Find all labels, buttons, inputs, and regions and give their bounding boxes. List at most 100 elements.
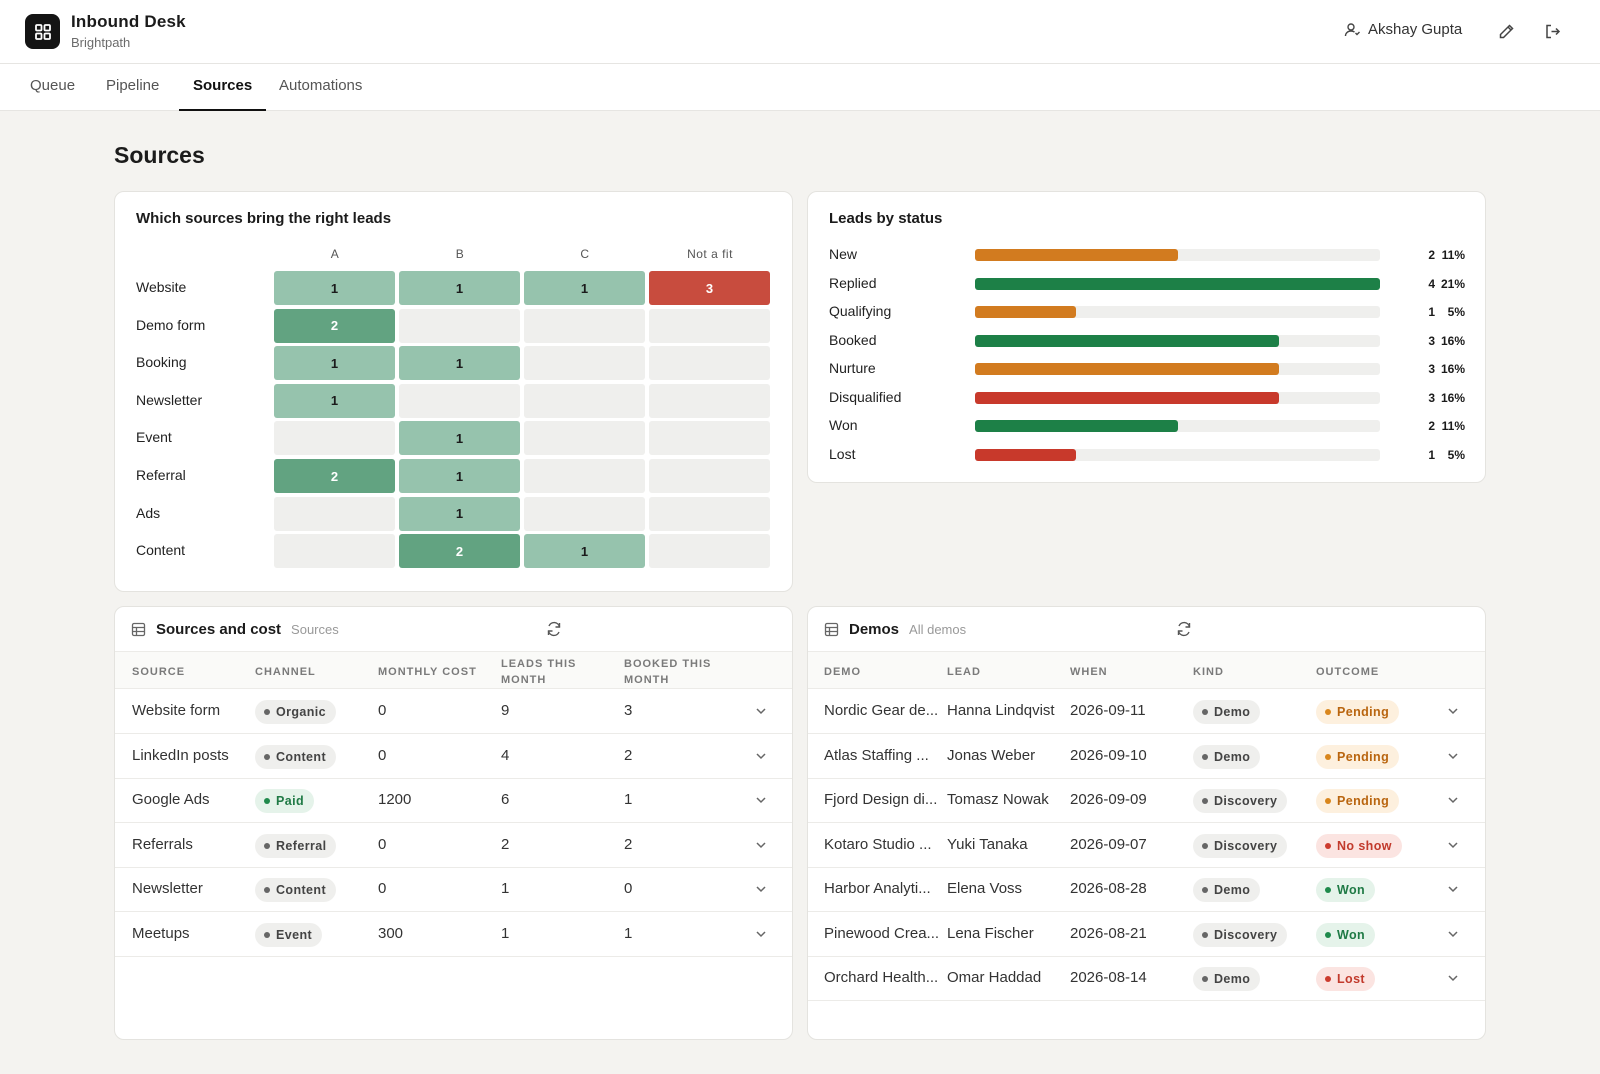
heatmap-cell[interactable]: 1 — [399, 346, 520, 381]
table-row[interactable]: Newsletter Content 0 1 0 — [115, 867, 792, 912]
chevron-down-icon[interactable] — [753, 748, 769, 764]
user-menu[interactable]: Akshay Gupta — [1344, 21, 1462, 38]
status-count: 3 — [1428, 390, 1435, 405]
channel-label: Content — [276, 749, 327, 764]
heatmap-cell[interactable]: 1 — [399, 459, 520, 493]
heatmap-cell[interactable]: 1 — [399, 421, 520, 456]
heatmap-cell[interactable] — [524, 421, 645, 456]
heatmap-cell[interactable]: 3 — [649, 271, 770, 305]
heatmap-cell[interactable] — [399, 308, 520, 343]
tab-sources[interactable]: Sources — [179, 64, 267, 111]
col-lead[interactable]: LEAD — [947, 666, 981, 678]
chevron-down-icon[interactable] — [1445, 703, 1461, 719]
top-bar: Inbound Desk Brightpath Akshay Gupta — [0, 0, 1600, 64]
table-row[interactable]: Kotaro Studio ... Yuki Tanaka 2026-09-07 Di… — [808, 823, 1485, 868]
chevron-down-icon[interactable] — [753, 792, 769, 808]
heatmap-cell[interactable] — [274, 534, 395, 569]
table-row[interactable]: Atlas Staffing ... Jonas Weber 2026-09-10 D… — [808, 734, 1485, 779]
outcome-label: Pending — [1337, 749, 1390, 764]
heatmap-cell[interactable] — [274, 421, 395, 456]
heatmap-cell[interactable] — [649, 459, 770, 493]
edit-icon[interactable] — [1495, 20, 1517, 42]
heatmap-cell[interactable]: 1 — [399, 271, 520, 305]
heatmap-cell[interactable]: 1 — [399, 496, 520, 531]
channel-label: Organic — [276, 705, 327, 719]
col-monthly-cost[interactable]: MONTHLY COST — [378, 666, 477, 678]
heatmap-cell[interactable] — [524, 308, 645, 343]
heatmap-cell[interactable]: 1 — [524, 534, 645, 569]
kind-badge: Demo — [1193, 967, 1261, 991]
chevron-down-icon[interactable] — [1445, 837, 1461, 853]
kind-badge: Discovery — [1193, 833, 1288, 858]
heatmap-cell[interactable]: 1 — [274, 271, 395, 305]
heatmap-cell[interactable] — [649, 496, 770, 531]
tab-queue[interactable]: Queue — [30, 77, 76, 94]
status-bar-track — [975, 420, 1380, 432]
refresh-icon[interactable] — [546, 621, 562, 642]
leads-count: 4 — [501, 746, 510, 764]
logout-icon[interactable] — [1541, 20, 1563, 42]
heatmap-cell[interactable]: 1 — [524, 271, 645, 305]
table-row[interactable]: Referrals Referral 0 2 2 — [115, 823, 792, 868]
chevron-down-icon[interactable] — [1445, 881, 1461, 897]
demos-card-header: Demos All demos — [824, 621, 966, 638]
kind-label: Demo — [1214, 972, 1251, 986]
tab-pipeline[interactable]: Pipeline — [106, 77, 160, 94]
table-row[interactable]: Harbor Analyti... Elena Voss 2026-08-28 Dem… — [808, 867, 1485, 912]
heatmap-cell[interactable]: 2 — [399, 534, 520, 569]
heatmap-cell[interactable] — [274, 496, 395, 531]
status-dot — [1325, 842, 1331, 849]
outcome-badge: Pending — [1316, 744, 1400, 769]
col-booked-this-month[interactable]: BOOKED THIS MONTH — [624, 658, 712, 686]
table-row[interactable]: Fjord Design di... Tomasz Nowak 2026-09-09… — [808, 778, 1485, 823]
heatmap-cell[interactable]: 1 — [274, 383, 395, 418]
leads-count: 1 — [501, 924, 510, 942]
chevron-down-icon[interactable] — [1445, 748, 1461, 764]
table-row[interactable]: Pinewood Crea... Lena Fischer 2026-08-21 Di… — [808, 912, 1485, 957]
table-row[interactable]: Meetups Event 300 1 1 — [115, 912, 792, 957]
status-dot — [1325, 887, 1331, 893]
col-demo[interactable]: DEMO — [824, 666, 861, 678]
chevron-down-icon[interactable] — [753, 881, 769, 897]
col-source[interactable]: SOURCE — [132, 666, 186, 678]
heatmap-cell[interactable] — [649, 383, 770, 418]
table-row[interactable]: Google Ads Paid 1200 6 1 — [115, 778, 792, 823]
leads-count: 9 — [501, 702, 510, 719]
col-channel[interactable]: CHANNEL — [255, 666, 316, 678]
heatmap-cell[interactable] — [524, 383, 645, 418]
chevron-down-icon[interactable] — [1445, 970, 1461, 986]
outcome-label: Lost — [1337, 972, 1365, 986]
table-row[interactable]: Nordic Gear de... Hanna Lindqvist 2026-09-… — [808, 689, 1485, 734]
table-row[interactable]: LinkedIn posts Content 0 4 2 — [115, 734, 792, 779]
kind-label: Discovery — [1214, 927, 1278, 942]
heatmap-cell[interactable] — [649, 308, 770, 343]
col-when[interactable]: WHEN — [1070, 666, 1108, 678]
table-row[interactable]: Website form Organic 0 9 3 — [115, 689, 792, 734]
heatmap-cell[interactable] — [649, 421, 770, 456]
status-count: 2 — [1428, 248, 1435, 262]
col-kind[interactable]: KIND — [1193, 666, 1224, 678]
col-outcome[interactable]: OUTCOME — [1316, 666, 1380, 678]
chevron-down-icon[interactable] — [1445, 926, 1461, 942]
status-label: Won — [829, 417, 858, 433]
heatmap-cell[interactable]: 1 — [274, 346, 395, 381]
table-row[interactable]: Orchard Health... Omar Haddad 2026-08-14 De… — [808, 956, 1485, 1001]
col-leads-this-month[interactable]: LEADS THIS MONTH — [501, 658, 577, 686]
app-logo[interactable] — [25, 14, 60, 49]
status-dot — [1202, 887, 1208, 893]
heatmap-cell[interactable] — [524, 346, 645, 381]
heatmap-cell[interactable] — [399, 383, 520, 418]
refresh-icon[interactable] — [1176, 621, 1192, 642]
chevron-down-icon[interactable] — [753, 703, 769, 719]
heatmap-cell[interactable] — [649, 534, 770, 569]
heatmap-cell[interactable] — [649, 346, 770, 381]
heatmap-cell[interactable] — [524, 459, 645, 493]
chevron-down-icon[interactable] — [753, 837, 769, 853]
chevron-down-icon[interactable] — [1445, 792, 1461, 808]
heatmap-cell[interactable]: 2 — [274, 459, 395, 493]
heatmap-cell[interactable]: 2 — [274, 308, 395, 343]
chevron-down-icon[interactable] — [753, 926, 769, 942]
tab-automations[interactable]: Automations — [279, 77, 363, 94]
heatmap-cell[interactable] — [524, 496, 645, 531]
status-bar-track — [975, 334, 1380, 347]
